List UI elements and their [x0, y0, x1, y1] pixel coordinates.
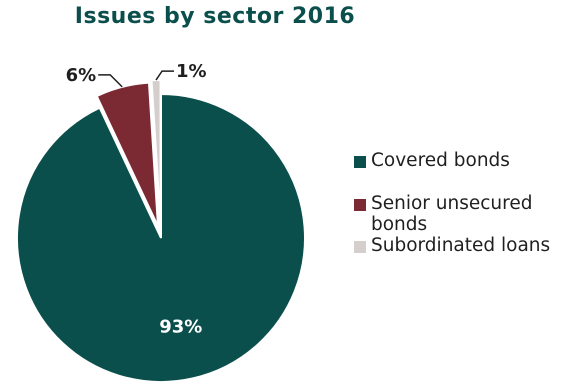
legend-item-senior-unsecured-bonds: Senior unsecured bonds [354, 193, 559, 235]
leader-line [155, 70, 175, 81]
legend-swatch [354, 241, 366, 253]
legend-swatch [354, 199, 366, 211]
legend-item-covered-bonds: Covered bonds [354, 150, 559, 171]
legend-swatch [354, 156, 366, 168]
pie-slice-senior-unsecured-bonds [95, 81, 160, 227]
legend-label: Subordinated loans [371, 235, 551, 256]
legend-item-subordinated-loans: Subordinated loans [354, 235, 559, 256]
slice-label: 6% [66, 65, 97, 86]
pie-slice-covered-bonds [16, 92, 306, 383]
legend-label: Covered bonds [371, 150, 510, 171]
legend: Covered bonds Senior unsecured bonds Sub… [354, 150, 559, 278]
chart-title: Issues by sector 2016 [74, 4, 356, 29]
slice-label: 93% [159, 317, 202, 338]
leader-line [98, 74, 123, 88]
slice-label: 1% [176, 61, 207, 82]
legend-label: Senior unsecured bonds [371, 193, 533, 235]
pie-slice-subordinated-loans [150, 79, 162, 225]
